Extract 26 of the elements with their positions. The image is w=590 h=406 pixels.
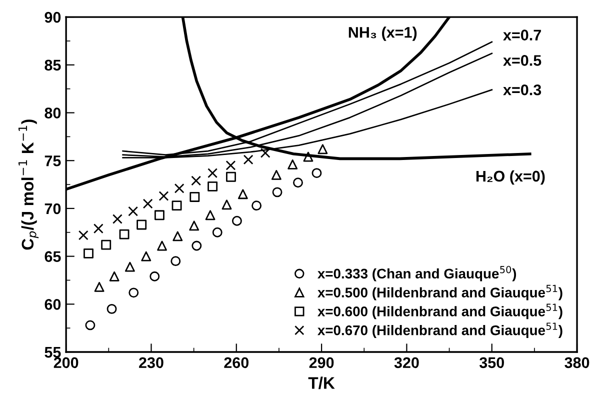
series-label: x=0.3 — [503, 84, 542, 96]
x-tick-label: 230 — [139, 357, 164, 368]
legend-label: x=0.333 (Chan and Giauque$^{50}$) — [318, 266, 516, 282]
series-label: x=0.5 — [503, 55, 542, 66]
series-label: x=0.7 — [503, 30, 541, 40]
x-axis-title: T/K — [308, 376, 335, 390]
y-tick-label: 55 — [44, 347, 61, 358]
x-tick-label: 320 — [394, 357, 419, 368]
y-tick-label: 65 — [44, 251, 61, 262]
x-tick-label: 380 — [564, 357, 590, 368]
y-axis-title: C$_{p}$/(J mol$^{−1}$ K$^{−1}$) — [18, 120, 39, 250]
series-label: H₂O (x=0) — [476, 170, 545, 185]
y-tick-label: 70 — [44, 203, 61, 214]
legend-label: x=0.500 (Hildenbrand and Giauque$^{51}$) — [318, 284, 562, 300]
series-label: NH₃ (x=1) — [348, 26, 417, 41]
x-tick-label: 290 — [309, 357, 334, 368]
x-tick-label: 200 — [54, 357, 78, 368]
y-tick-label: 85 — [44, 60, 61, 71]
y-tick-label: 90 — [44, 12, 61, 23]
y-tick-label: 80 — [44, 108, 61, 118]
x-tick-label: 350 — [479, 357, 504, 368]
y-tick-label: 60 — [44, 299, 61, 310]
y-tick-label: 75 — [44, 156, 61, 166]
legend-label: x=0.600 (Hildenbrand and Giauque$^{51}$) — [318, 304, 562, 320]
legend-label: x=0.670 (Hildenbrand and Giauque$^{51}$) — [318, 322, 562, 338]
x-tick-label: 260 — [224, 357, 249, 368]
